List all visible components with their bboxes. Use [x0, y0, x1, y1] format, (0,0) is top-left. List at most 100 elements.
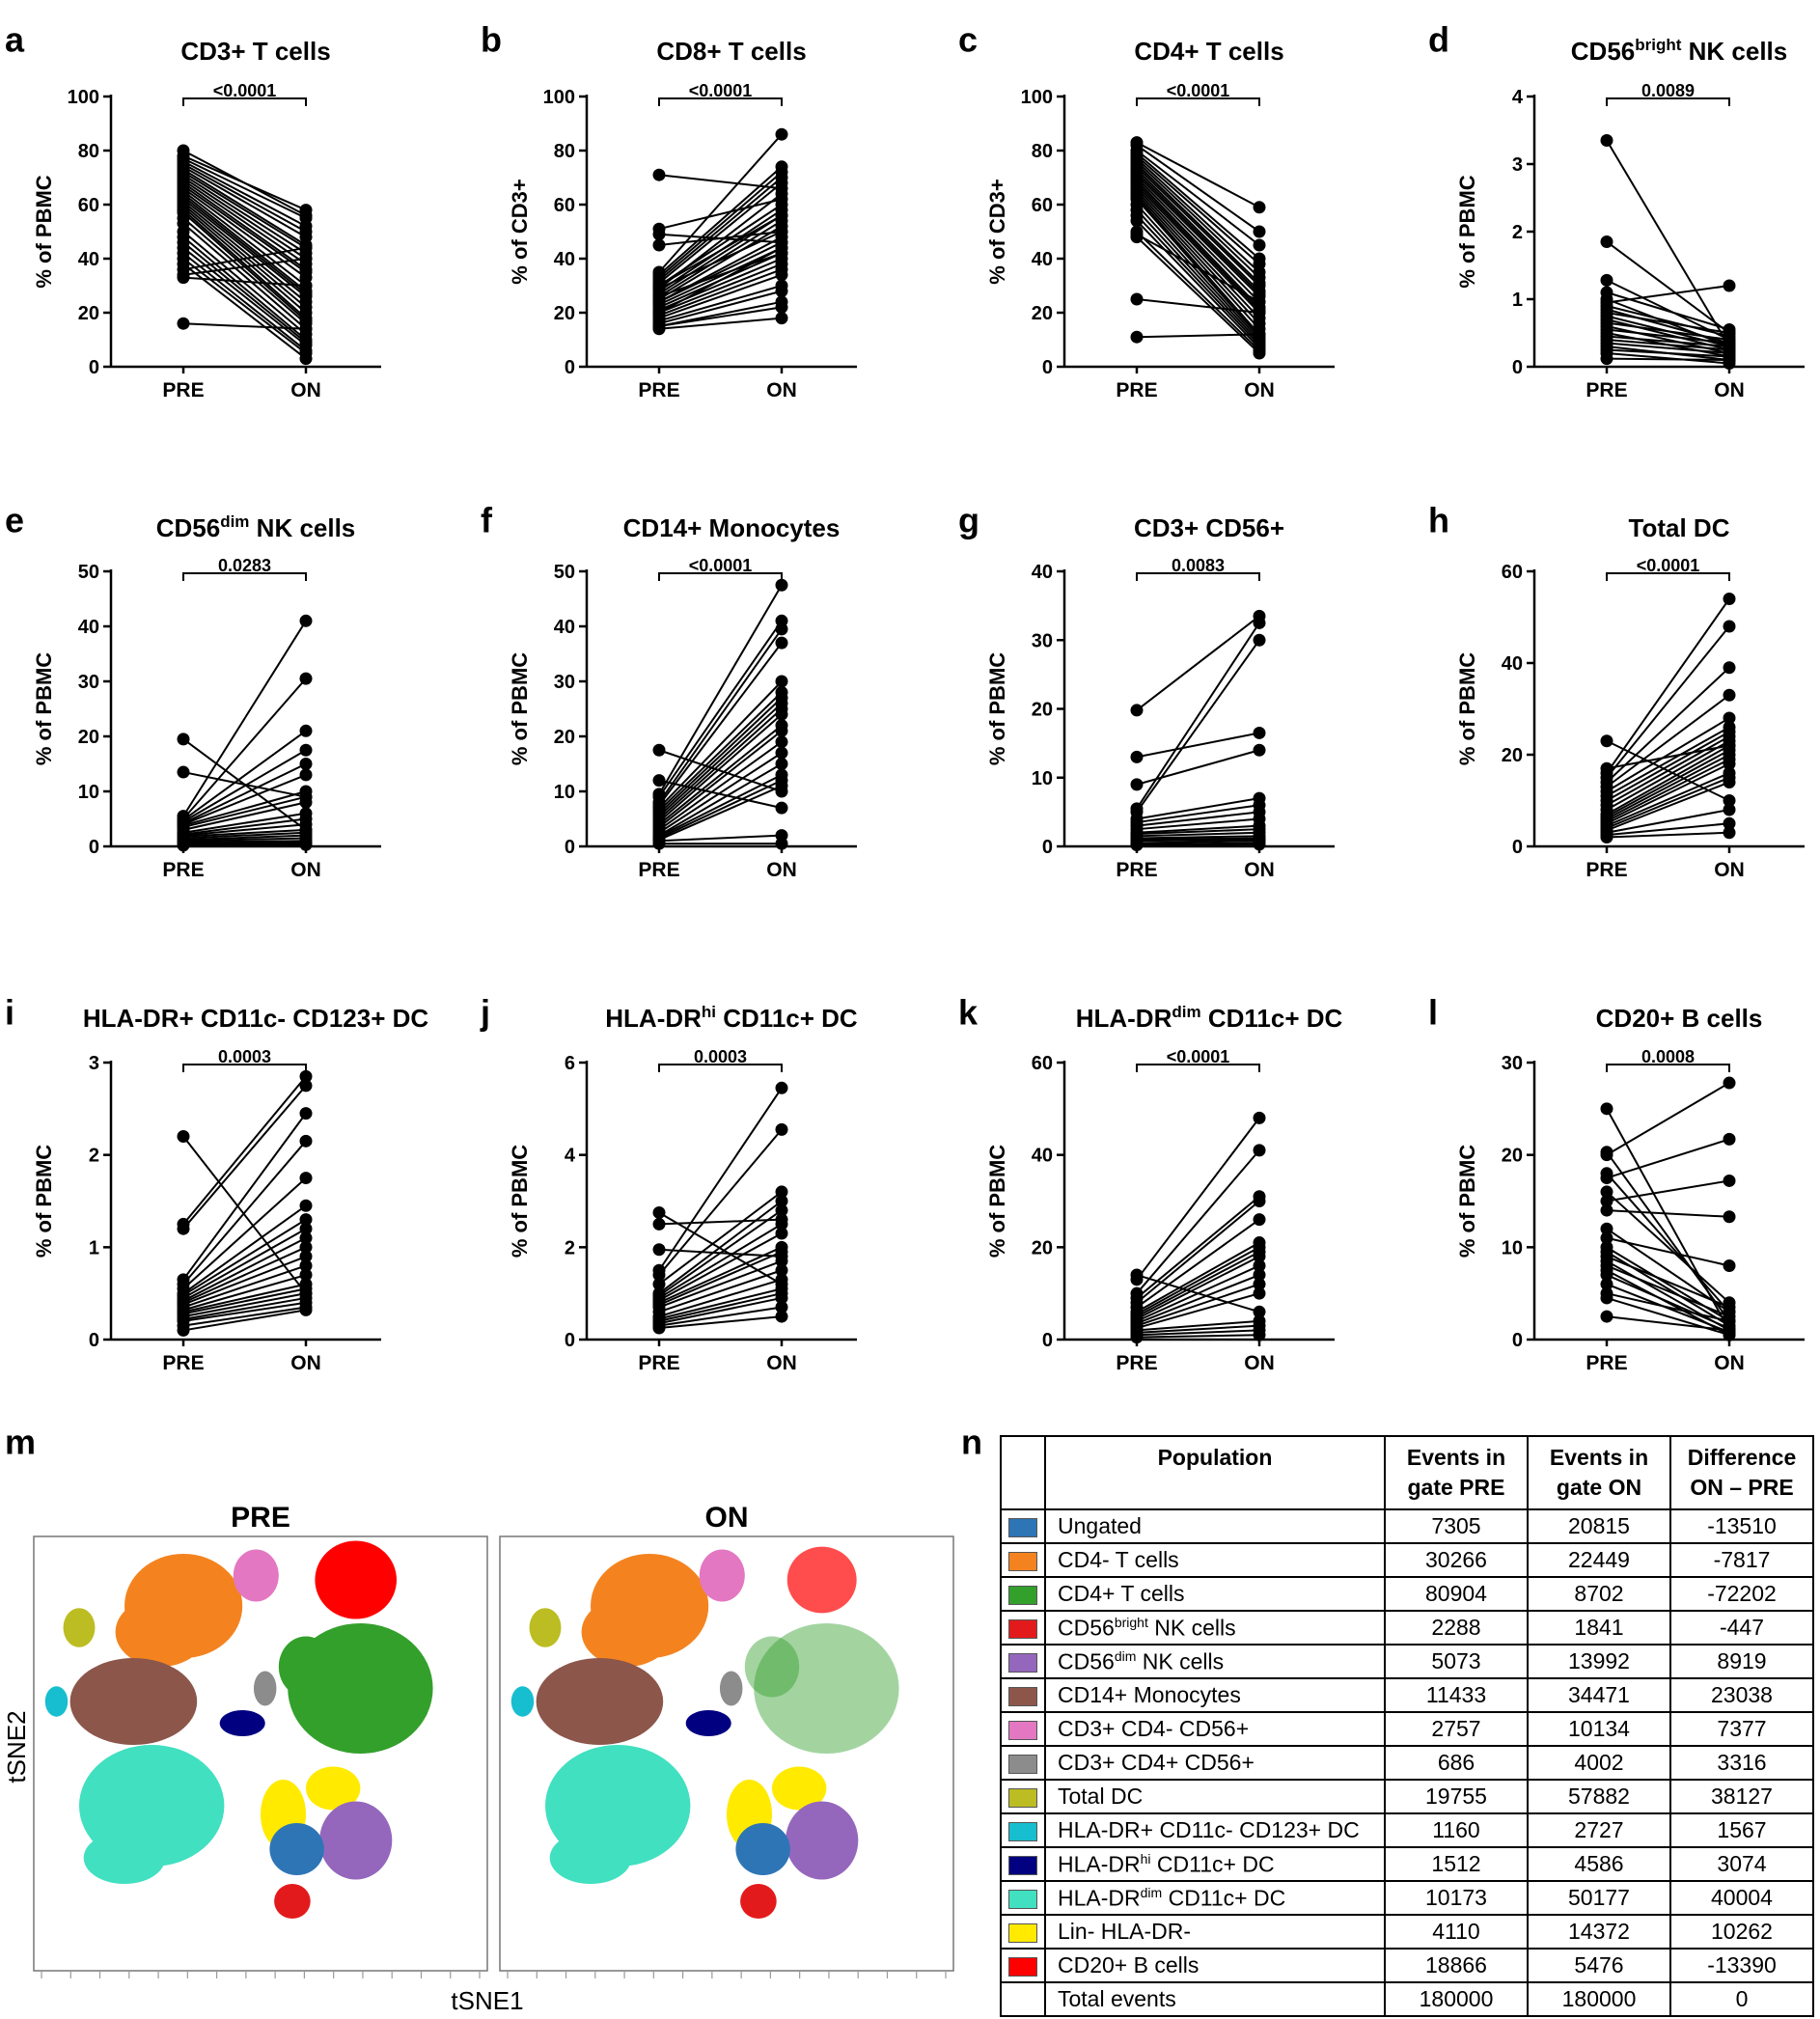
- paired-line: [1606, 809, 1730, 834]
- paired-line: [182, 1274, 307, 1312]
- color-swatch: [1008, 1922, 1037, 1943]
- data-point-on: [299, 1107, 313, 1120]
- paired-line: [658, 1209, 783, 1297]
- paired-line: [182, 1135, 307, 1294]
- data-point-on: [1723, 758, 1736, 770]
- paired-line: [182, 160, 307, 228]
- data-point-on: [775, 1255, 788, 1268]
- paired-line: [182, 828, 307, 838]
- data-point-pre: [1600, 273, 1613, 287]
- paired-line: [182, 771, 307, 798]
- paired-line: [658, 752, 783, 834]
- paired-line: [1136, 163, 1260, 284]
- x-category-label: PRE: [1116, 1352, 1157, 1374]
- paired-line: [182, 184, 307, 273]
- tsne-pre: PRE: [33, 1502, 488, 1978]
- paired-line: [1606, 240, 1730, 334]
- data-point-on: [775, 177, 788, 190]
- y-tick-label: 40: [554, 617, 575, 638]
- data-point-on: [1723, 1301, 1736, 1314]
- pvalue-label: 0.0083: [1172, 556, 1225, 575]
- paired-line: [1606, 1138, 1730, 1179]
- data-point-on: [775, 1263, 788, 1277]
- panel-letter: g: [958, 500, 979, 539]
- x-category-label: ON: [1714, 1352, 1745, 1374]
- color-swatch: [1008, 1889, 1037, 1909]
- paired-line: [182, 795, 307, 829]
- population-name-main: HLA-DR+ CD11c- CD123+ DC: [1058, 1817, 1360, 1842]
- paired-line: [182, 844, 307, 846]
- paired-line: [658, 724, 783, 825]
- paired-line: [1136, 333, 1260, 339]
- paired-line: [1606, 625, 1730, 779]
- data-point-pre: [1600, 1102, 1613, 1116]
- title-main: HLA-DR: [1076, 1004, 1172, 1033]
- data-point-on: [1253, 1213, 1266, 1227]
- events-on: 10134: [1527, 1711, 1671, 1747]
- paired-line: [1136, 1246, 1260, 1315]
- y-axis-label: % of PBMC: [32, 175, 56, 288]
- data-point-pre: [652, 238, 666, 252]
- pvalue-bracket: [1136, 1064, 1260, 1072]
- data-point-pre: [1130, 750, 1144, 763]
- title-rest: CD11c+ DC: [1201, 1004, 1343, 1033]
- events-diff: 3074: [1669, 1846, 1814, 1882]
- data-point-on: [299, 1134, 313, 1148]
- data-point-pre: [652, 774, 666, 788]
- tsne-cluster: [253, 1671, 277, 1706]
- data-point-pre: [177, 733, 190, 746]
- paired-line: [182, 235, 307, 341]
- paired-line: [658, 214, 783, 295]
- events-pre: 80904: [1384, 1576, 1529, 1612]
- color-swatch-cell: [1000, 1576, 1046, 1612]
- y-axis-label: % of PBMC: [1455, 175, 1479, 288]
- paired-line: [1136, 1324, 1260, 1334]
- events-pre: 30266: [1384, 1542, 1529, 1578]
- population-name-main: CD3+ CD4+ CD56+: [1058, 1750, 1255, 1775]
- events-pre: 18866: [1384, 1948, 1529, 1983]
- panel-letter: h: [1428, 500, 1449, 539]
- population-name: CD3+ CD4- CD56+: [1044, 1711, 1386, 1747]
- table-row: CD3+ CD4- CD56+ 2757 10134 7377: [1000, 1711, 1814, 1747]
- paired-line: [1136, 168, 1260, 292]
- events-diff: 40004: [1669, 1880, 1814, 1916]
- data-point-on: [775, 268, 788, 282]
- color-swatch: [1008, 1585, 1037, 1605]
- data-point-on: [775, 1195, 788, 1207]
- data-point-on: [1723, 1210, 1736, 1224]
- pvalue-bracket: [182, 1064, 307, 1072]
- y-tick-label: 50: [554, 562, 575, 583]
- paired-line: [182, 198, 307, 297]
- paired-line: [1136, 828, 1260, 836]
- panel-letter-n: n: [961, 1422, 982, 1461]
- tsne-cluster: [786, 1801, 859, 1880]
- data-point-pre: [652, 322, 666, 336]
- color-swatch-cell: [1000, 1610, 1046, 1646]
- paired-line: [1136, 1218, 1260, 1309]
- table-row: CD3+ CD4+ CD56+ 686 4002 3316: [1000, 1745, 1814, 1781]
- y-axis-label: % of PBMC: [508, 652, 532, 765]
- data-point-pre: [177, 1222, 190, 1235]
- paired-line: [1136, 208, 1260, 344]
- population-name-main: CD3+ CD4- CD56+: [1058, 1716, 1250, 1741]
- table-row: Total events 180000 180000 0: [1000, 1981, 1814, 2017]
- events-on: 34471: [1527, 1677, 1671, 1713]
- y-tick-label: 2: [1512, 222, 1523, 243]
- panel-letter: f: [481, 500, 493, 539]
- y-tick-label: 40: [78, 249, 99, 270]
- data-point-on: [299, 322, 313, 336]
- y-tick-label: 10: [78, 782, 99, 803]
- y-tick-label: 80: [1032, 141, 1053, 162]
- paired-line: [1606, 335, 1730, 347]
- paired-line: [1606, 822, 1730, 837]
- color-swatch-cell: [1000, 1677, 1046, 1713]
- data-point-pre: [652, 228, 666, 241]
- paired-line: [1136, 193, 1260, 330]
- data-point-on: [1253, 743, 1266, 757]
- table-header-on: Events in gate ON: [1527, 1435, 1671, 1510]
- paired-line: [1136, 166, 1260, 287]
- paired-line: [1136, 1329, 1260, 1337]
- data-point-on: [775, 235, 788, 249]
- data-point-pre: [1600, 1268, 1613, 1282]
- paired-line: [658, 762, 783, 837]
